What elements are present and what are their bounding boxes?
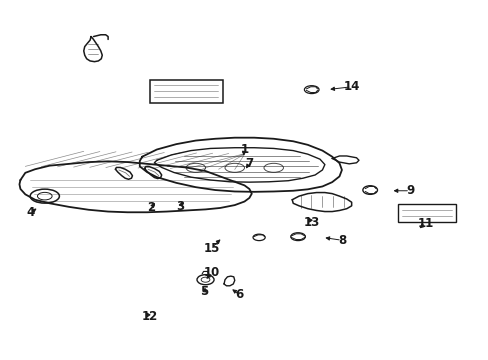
Text: 9: 9	[405, 184, 413, 197]
Text: 4: 4	[26, 207, 34, 220]
Text: 12: 12	[141, 310, 157, 324]
Text: 3: 3	[176, 201, 184, 213]
Text: 11: 11	[417, 216, 433, 230]
Bar	[149, 80, 222, 103]
Text: 10: 10	[203, 266, 220, 279]
Text: 7: 7	[245, 157, 253, 170]
Text: 5: 5	[200, 285, 208, 298]
Text: 6: 6	[235, 288, 243, 301]
Text: 1: 1	[240, 143, 248, 156]
Text: 15: 15	[203, 242, 219, 255]
Text: 13: 13	[303, 216, 319, 229]
Bar	[397, 204, 455, 222]
Text: 8: 8	[337, 234, 346, 247]
Text: 2: 2	[146, 202, 155, 215]
Text: 14: 14	[343, 80, 359, 93]
